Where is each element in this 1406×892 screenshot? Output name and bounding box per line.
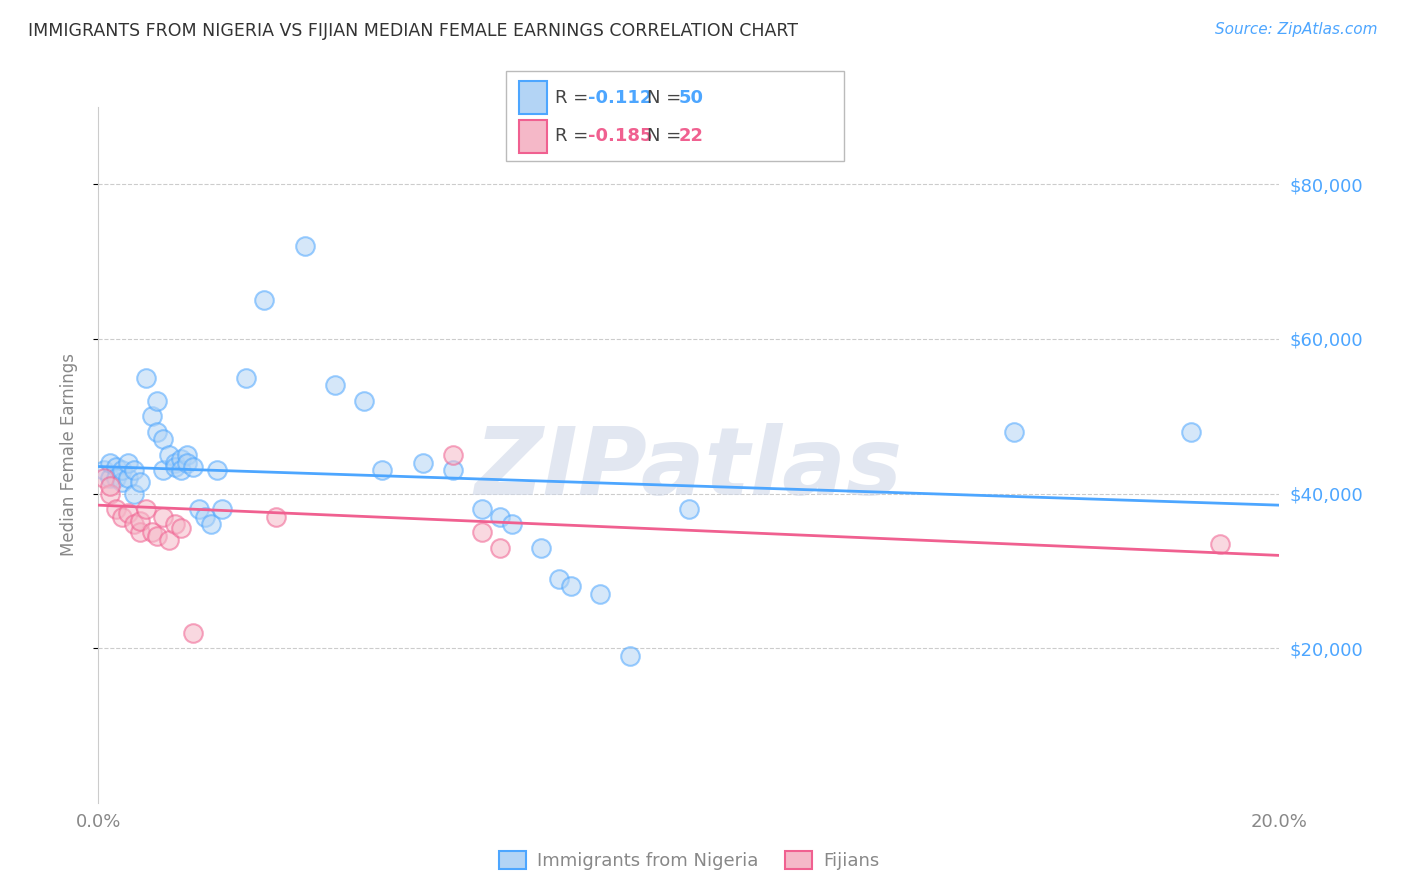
Point bbox=[619, 648, 641, 663]
Point bbox=[253, 293, 276, 308]
Point bbox=[176, 456, 198, 470]
Point bbox=[412, 456, 434, 470]
Point bbox=[371, 463, 394, 477]
Point bbox=[111, 463, 134, 477]
Point bbox=[98, 456, 121, 470]
Text: N =: N = bbox=[647, 88, 686, 107]
Text: R =: R = bbox=[555, 88, 595, 107]
Text: Source: ZipAtlas.com: Source: ZipAtlas.com bbox=[1215, 22, 1378, 37]
Point bbox=[489, 509, 512, 524]
Point bbox=[157, 533, 180, 547]
Point bbox=[105, 471, 128, 485]
Text: N =: N = bbox=[647, 127, 686, 145]
Text: 50: 50 bbox=[679, 88, 704, 107]
Point bbox=[98, 479, 121, 493]
Point bbox=[441, 463, 464, 477]
Point bbox=[205, 463, 228, 477]
Point bbox=[93, 463, 115, 477]
Point bbox=[489, 541, 512, 555]
Point bbox=[111, 475, 134, 489]
Point bbox=[93, 471, 115, 485]
Point bbox=[353, 393, 375, 408]
Point bbox=[165, 517, 187, 532]
Point bbox=[170, 451, 193, 466]
Point bbox=[98, 471, 121, 485]
Text: IMMIGRANTS FROM NIGERIA VS FIJIAN MEDIAN FEMALE EARNINGS CORRELATION CHART: IMMIGRANTS FROM NIGERIA VS FIJIAN MEDIAN… bbox=[28, 22, 799, 40]
Point bbox=[176, 448, 198, 462]
Point bbox=[181, 459, 204, 474]
Point bbox=[128, 475, 150, 489]
Point bbox=[678, 502, 700, 516]
Point bbox=[152, 509, 174, 524]
Point bbox=[146, 529, 169, 543]
Text: -0.112: -0.112 bbox=[588, 88, 652, 107]
Point bbox=[117, 456, 139, 470]
Point bbox=[294, 239, 316, 253]
Point bbox=[122, 463, 145, 477]
Point bbox=[200, 517, 222, 532]
Point bbox=[141, 525, 163, 540]
Text: ZIPatlas: ZIPatlas bbox=[475, 423, 903, 515]
Point bbox=[1002, 425, 1025, 439]
Point bbox=[589, 587, 612, 601]
Point bbox=[152, 463, 174, 477]
Point bbox=[501, 517, 523, 532]
Point bbox=[530, 541, 553, 555]
Text: -0.185: -0.185 bbox=[588, 127, 652, 145]
Point bbox=[135, 370, 157, 384]
Point bbox=[122, 486, 145, 500]
Text: 22: 22 bbox=[679, 127, 704, 145]
Point bbox=[323, 378, 346, 392]
Point bbox=[165, 459, 187, 474]
Point bbox=[128, 514, 150, 528]
Text: R =: R = bbox=[555, 127, 595, 145]
Point bbox=[471, 502, 494, 516]
Point bbox=[235, 370, 257, 384]
Legend: Immigrants from Nigeria, Fijians: Immigrants from Nigeria, Fijians bbox=[492, 844, 886, 877]
Point bbox=[111, 509, 134, 524]
Point bbox=[165, 456, 187, 470]
Point bbox=[1180, 425, 1202, 439]
Point bbox=[128, 525, 150, 540]
Point bbox=[152, 433, 174, 447]
Point bbox=[211, 502, 233, 516]
Point bbox=[117, 471, 139, 485]
Point bbox=[264, 509, 287, 524]
Point bbox=[135, 502, 157, 516]
Point bbox=[471, 525, 494, 540]
Point bbox=[105, 502, 128, 516]
Point bbox=[548, 572, 571, 586]
Point bbox=[187, 502, 209, 516]
Point bbox=[157, 448, 180, 462]
Point bbox=[98, 486, 121, 500]
Point bbox=[146, 425, 169, 439]
Point bbox=[141, 409, 163, 424]
Point bbox=[117, 506, 139, 520]
Point bbox=[560, 579, 582, 593]
Point bbox=[1209, 537, 1232, 551]
Point bbox=[181, 625, 204, 640]
Point bbox=[170, 463, 193, 477]
Point bbox=[194, 509, 217, 524]
Y-axis label: Median Female Earnings: Median Female Earnings bbox=[59, 353, 77, 557]
Point bbox=[146, 393, 169, 408]
Point bbox=[170, 521, 193, 535]
Point bbox=[105, 459, 128, 474]
Point bbox=[441, 448, 464, 462]
Point bbox=[122, 517, 145, 532]
